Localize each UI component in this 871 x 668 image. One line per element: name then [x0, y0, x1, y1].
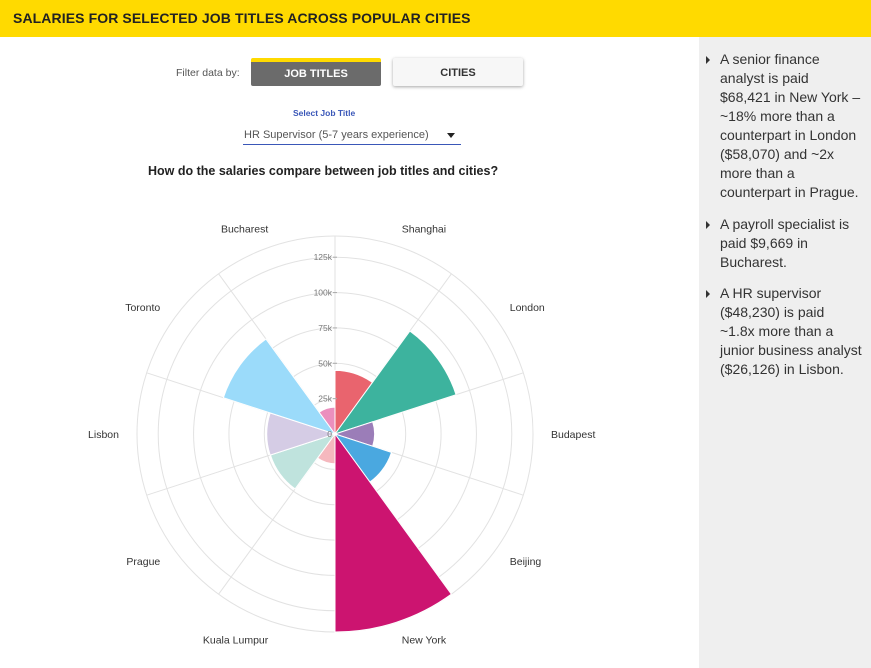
- category-label: London: [510, 302, 545, 314]
- tick-label: 75k: [318, 323, 332, 333]
- chart-slices: [222, 330, 457, 633]
- tick-label: 125k: [314, 252, 333, 262]
- filter-label: Filter data by:: [176, 67, 240, 79]
- caret-right-icon: [706, 290, 710, 298]
- chart-labels: Shanghai London Budapest Beijing New York Kua…: [88, 224, 595, 647]
- tick-label: 0: [327, 429, 332, 439]
- tick-label: 25k: [318, 394, 332, 404]
- job-title-select[interactable]: HR Supervisor (5-7 years experience): [243, 128, 461, 145]
- job-titles-tab[interactable]: JOB TITLES: [251, 58, 381, 86]
- category-label: Budapest: [551, 429, 595, 441]
- insight-text: A HR supervisor ($48,230) is paid ~1.8x …: [720, 285, 862, 377]
- category-label: Bucharest: [221, 224, 268, 236]
- caret-down-icon: [447, 133, 455, 138]
- chart-slice: [333, 330, 457, 435]
- page-title: SALARIES FOR SELECTED JOB TITLES ACROSS …: [13, 10, 471, 26]
- chart-slice: [222, 338, 337, 435]
- cities-tab[interactable]: CITIES: [393, 58, 523, 86]
- category-label: Toronto: [125, 302, 160, 314]
- tick-label: 50k: [318, 358, 332, 368]
- header-banner: SALARIES FOR SELECTED JOB TITLES ACROSS …: [0, 0, 871, 37]
- insight-text: A payroll specialist is paid $9,669 in B…: [720, 216, 850, 270]
- category-label: New York: [402, 634, 447, 646]
- insight-item: A senior finance analyst is paid $68,421…: [706, 50, 862, 202]
- insight-text: A senior finance analyst is paid $68,421…: [720, 51, 861, 200]
- category-label: Lisbon: [88, 429, 119, 441]
- caret-right-icon: [706, 221, 710, 229]
- job-title-select-value: HR Supervisor (5-7 years experience): [244, 129, 429, 141]
- polar-area-chart: 0 25k 50k 75k 100k 125k Shanghai London Budapes…: [88, 224, 595, 647]
- chart-ticks: 0 25k 50k 75k 100k 125k: [314, 252, 337, 439]
- select-job-title-label: Select Job Title: [293, 108, 356, 118]
- category-label: Kuala Lumpur: [203, 634, 269, 646]
- tick-label: 100k: [314, 288, 333, 298]
- category-label: Prague: [126, 556, 160, 568]
- category-label: Beijing: [510, 556, 542, 568]
- chart-question: How do the salaries compare between job …: [148, 164, 499, 178]
- insights-sidebar: [699, 37, 871, 668]
- insight-item: A HR supervisor ($48,230) is paid ~1.8x …: [706, 284, 862, 379]
- insight-item: A payroll specialist is paid $9,669 in B…: [706, 215, 862, 272]
- caret-right-icon: [706, 56, 710, 64]
- category-label: Shanghai: [402, 224, 446, 236]
- chart-slice: [334, 432, 453, 633]
- chart-slice: [318, 406, 336, 436]
